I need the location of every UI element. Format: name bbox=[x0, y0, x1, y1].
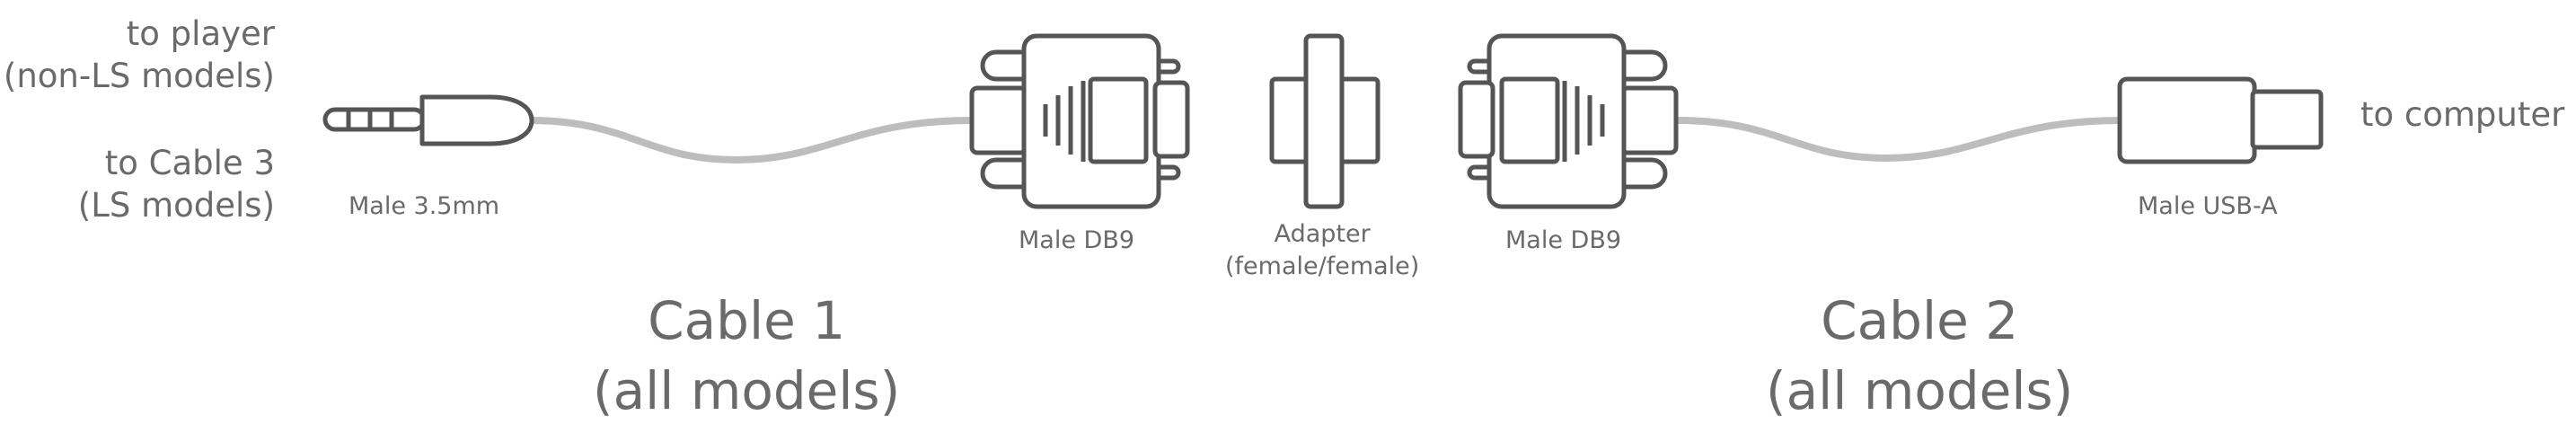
to-computer-label: to computer bbox=[2360, 95, 2565, 134]
to-cable3-label: to Cable 3 (LS models) bbox=[78, 142, 275, 226]
adapter-line-2: (female/female) bbox=[1225, 252, 1420, 280]
cable-1-title: Cable 1 (all models) bbox=[593, 286, 900, 426]
male-35mm-connector bbox=[322, 94, 534, 146]
male-db9-left-label: Male DB9 bbox=[1019, 226, 1135, 254]
male-db9-right-connector bbox=[1458, 33, 1679, 209]
cable-1-wire bbox=[526, 117, 975, 164]
to-cable3-line-2: (LS models) bbox=[77, 186, 275, 225]
cable-1-line-2: (all models) bbox=[593, 360, 901, 421]
male-usba-connector bbox=[2117, 76, 2324, 164]
cable-1-line-1: Cable 1 bbox=[648, 290, 846, 351]
male-usba-label: Male USB-A bbox=[2138, 192, 2278, 220]
cable-2-title: Cable 2 (all models) bbox=[1766, 286, 2073, 426]
male-db9-right-label: Male DB9 bbox=[1505, 226, 1622, 254]
adapter-female-female bbox=[1269, 33, 1381, 209]
to-player-line-1: to player bbox=[126, 14, 275, 53]
cable-2-line-1: Cable 2 bbox=[1821, 290, 2019, 351]
adapter-label: Adapter (female/female) bbox=[1225, 218, 1419, 283]
to-player-label: to player (non-LS models) bbox=[4, 13, 275, 97]
cable-2-line-2: (all models) bbox=[1766, 360, 2074, 421]
cable-2-wire bbox=[1674, 117, 2125, 163]
male-35mm-label: Male 3.5mm bbox=[348, 192, 500, 220]
male-db9-left-connector bbox=[969, 33, 1190, 209]
to-player-line-2: (non-LS models) bbox=[3, 57, 275, 95]
adapter-line-1: Adapter bbox=[1274, 220, 1371, 248]
to-cable3-line-1: to Cable 3 bbox=[104, 144, 275, 182]
